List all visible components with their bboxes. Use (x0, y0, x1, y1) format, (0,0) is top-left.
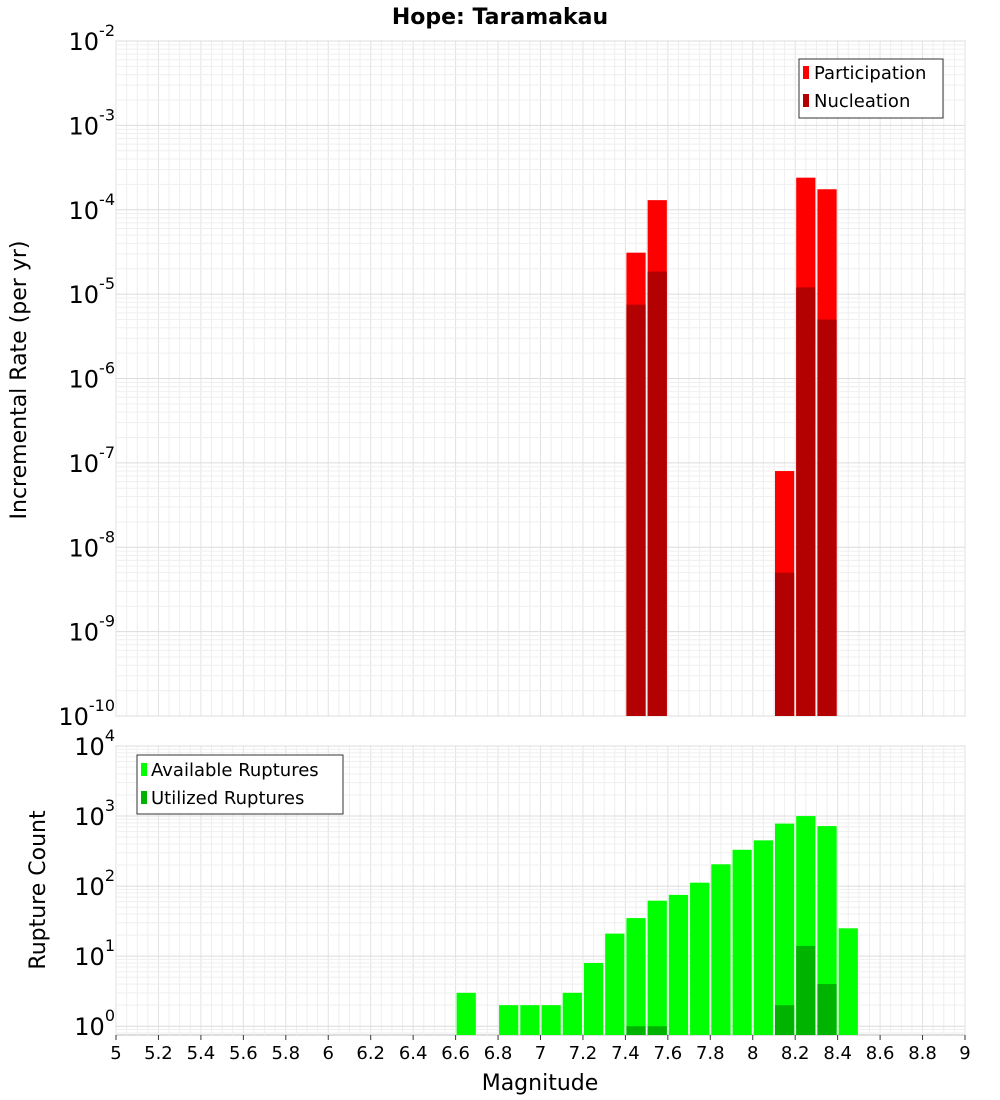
bottom-bars (456, 816, 858, 1035)
top-bar-nucleation (626, 304, 646, 716)
bottom-bar-available-ruptures (647, 900, 667, 1035)
x-tick-label: 7 (535, 1043, 546, 1064)
bottom-bar-utilized-ruptures (774, 1005, 795, 1035)
x-tick-label: 6 (323, 1043, 334, 1064)
top-bar-nucleation (774, 572, 795, 716)
x-tick-label: 6.8 (484, 1043, 513, 1064)
bottom-bar-available-ruptures (562, 992, 582, 1035)
top-bars (626, 177, 837, 717)
legend-label-participation: Participation (814, 63, 926, 84)
top-bar-nucleation (647, 271, 667, 716)
x-axis-label: Magnitude (482, 1071, 599, 1096)
y-tick-label: 102 (74, 866, 115, 901)
top-legend: Participation Nucleation (798, 58, 944, 119)
top-y-ticks: 10-10 10-9 10-8 10-7 10-6 10-5 10-4 10-3 10-2 (58, 21, 115, 731)
legend-label-available: Available Ruptures (151, 760, 319, 781)
bottom-legend: Available Ruptures Utilized Ruptures (136, 754, 344, 815)
bottom-bar-available-ruptures (732, 849, 752, 1035)
top-grid (115, 40, 966, 717)
x-tick-label: 5 (110, 1043, 121, 1064)
x-tick-label: 5.4 (187, 1043, 216, 1064)
bottom-bar-available-ruptures (753, 840, 773, 1035)
bottom-bar-available-ruptures (583, 962, 604, 1035)
bottom-bar-available-ruptures (520, 1005, 540, 1035)
bottom-bar-utilized-ruptures (626, 1026, 646, 1035)
y-tick-label: 10-2 (69, 21, 116, 56)
bottom-y-axis-label: Rupture Count (26, 810, 51, 970)
x-tick-label: 6.2 (356, 1043, 385, 1064)
bottom-bar-available-ruptures (668, 894, 689, 1035)
bottom-bar-available-ruptures (499, 1005, 519, 1035)
bottom-bar-utilized-ruptures (817, 984, 837, 1035)
bottom-bar-available-ruptures (711, 864, 731, 1035)
y-tick-label: 10-4 (69, 190, 116, 225)
x-tick-label: 7.8 (696, 1043, 725, 1064)
bottom-bar-available-ruptures (541, 1005, 561, 1035)
legend-swatch-available (141, 763, 147, 776)
x-ticks: 5 5.2 5.4 5.6 5.8 6 6.2 6.4 6.6 6.8 7 7.2 7.4 7.6 7.8 8… (110, 1035, 971, 1064)
y-tick-label: 10-8 (69, 527, 116, 562)
x-tick-label: 8.4 (823, 1043, 852, 1064)
y-tick-label: 10-7 (69, 443, 116, 478)
x-tick-label: 6.6 (441, 1043, 470, 1064)
y-tick-label: 103 (74, 796, 115, 831)
x-tick-label: 6.4 (399, 1043, 428, 1064)
bottom-bar-available-ruptures (817, 826, 837, 1035)
legend-swatch-utilized (141, 791, 147, 804)
y-tick-label: 10-6 (69, 359, 116, 394)
legend-label-nucleation: Nucleation (814, 91, 910, 112)
bottom-bar-available-ruptures (690, 882, 710, 1035)
x-tick-label: 7.2 (569, 1043, 598, 1064)
bottom-bar-available-ruptures (626, 918, 646, 1035)
x-tick-label: 7.6 (654, 1043, 683, 1064)
x-tick-label: 8.8 (908, 1043, 937, 1064)
y-tick-label: 10-9 (69, 612, 116, 647)
top-bar-nucleation (796, 287, 816, 716)
x-tick-label: 5.2 (144, 1043, 173, 1064)
top-bar-nucleation (817, 319, 837, 716)
x-tick-label: 5.6 (229, 1043, 258, 1064)
bottom-bar-available-ruptures (838, 928, 858, 1035)
top-legend-box (798, 58, 944, 119)
bottom-bar-available-ruptures (456, 992, 476, 1035)
y-tick-label: 10-5 (69, 274, 116, 309)
y-tick-label: 10-3 (69, 105, 116, 140)
bottom-bar-available-ruptures (605, 933, 625, 1035)
bottom-legend-box (136, 754, 344, 815)
y-tick-label: 101 (74, 936, 115, 971)
legend-swatch-participation (803, 66, 809, 79)
y-tick-label: 10-10 (58, 696, 115, 731)
x-tick-label: 8 (747, 1043, 758, 1064)
y-tick-label: 100 (74, 1006, 115, 1041)
bottom-bar-utilized-ruptures (647, 1026, 667, 1035)
y-tick-label: 104 (74, 726, 115, 761)
x-tick-label: 8.6 (866, 1043, 895, 1064)
x-tick-label: 9 (959, 1043, 970, 1064)
chart-title: Hope: Taramakau (392, 5, 608, 30)
bottom-bar-available-ruptures (774, 823, 795, 1035)
bottom-bar-utilized-ruptures (796, 945, 816, 1035)
x-tick-label: 7.4 (611, 1043, 640, 1064)
x-tick-label: 5.8 (271, 1043, 300, 1064)
legend-label-utilized: Utilized Ruptures (151, 788, 304, 809)
x-tick-label: 8.2 (781, 1043, 810, 1064)
legend-swatch-nucleation (803, 94, 809, 107)
bottom-y-ticks: 100 101 102 103 104 (74, 726, 115, 1041)
top-y-axis-label: Incremental Rate (per yr) (7, 241, 32, 520)
